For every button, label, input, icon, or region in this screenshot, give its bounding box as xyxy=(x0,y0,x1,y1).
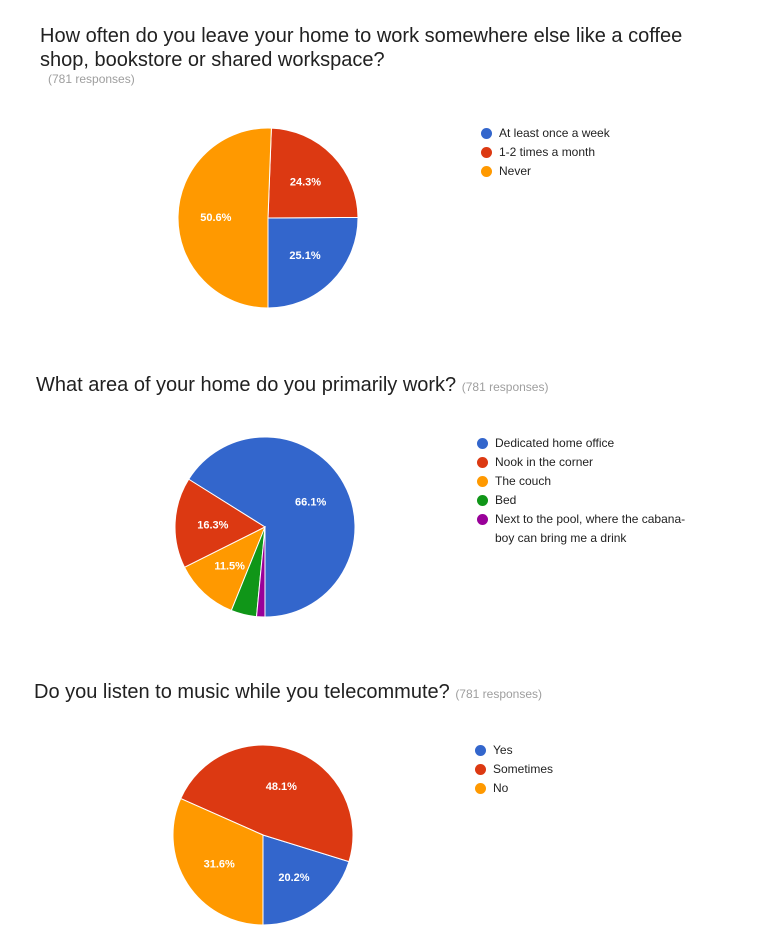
pie-slice-label: 50.6% xyxy=(200,212,231,224)
legend-dot-icon xyxy=(477,457,488,468)
legend-dot-icon xyxy=(477,438,488,449)
pie-slice-label: 31.6% xyxy=(204,858,235,870)
legend-label: At least once a week xyxy=(499,126,610,140)
pie-slice-1 xyxy=(267,216,359,309)
legend-dot-icon xyxy=(481,147,492,158)
legend-item: Next to the pool, where the cabana-boy c… xyxy=(477,510,695,548)
legend-label: No xyxy=(493,781,509,795)
legend-item: At least once a week xyxy=(481,124,699,143)
legend-dot-icon xyxy=(481,128,492,139)
legend-label: Yes xyxy=(493,743,513,757)
pie-slice-2 xyxy=(267,127,359,219)
pie-slice-2 xyxy=(174,478,267,569)
legend-label: Nook in the corner xyxy=(495,455,594,469)
pie-slice-label: 25.1% xyxy=(289,250,320,262)
legend-item: 1-2 times a month xyxy=(481,143,699,162)
legend-dot-icon xyxy=(475,745,486,756)
chart-3-responses: (781 responses) xyxy=(455,687,543,701)
pie-slice-label: 24.3% xyxy=(290,177,321,189)
chart-2-title: What area of your home do you primarily … xyxy=(36,374,457,396)
chart-2-responses: (781 responses) xyxy=(461,380,549,394)
legend-label: Dedicated home office xyxy=(495,436,615,450)
legend-label: The couch xyxy=(495,474,552,488)
pie-slice-2 xyxy=(180,744,354,863)
legend-dot-icon xyxy=(475,783,486,794)
pie-slice-label: 48.1% xyxy=(266,781,297,793)
legend-dot-icon xyxy=(477,476,488,487)
legend-item: Sometimes xyxy=(475,760,693,779)
chart-2-title-row: What area of your home do you primarily … xyxy=(36,373,736,399)
legend-dot-icon xyxy=(477,495,488,506)
chart-3-title-row: Do you listen to music while you telecom… xyxy=(34,680,734,706)
chart-2-legend: Dedicated home office Nook in the corner T… xyxy=(477,434,695,548)
legend-item: The couch xyxy=(477,472,695,491)
pie-slice-5 xyxy=(255,526,266,618)
legend-item: No xyxy=(475,779,693,798)
legend-dot-icon xyxy=(477,514,488,525)
pie-slice-label: 11.5% xyxy=(214,560,245,572)
pie-slice-label: 66.1% xyxy=(295,497,326,509)
legend-item: Never xyxy=(481,162,699,181)
legend-item: Dedicated home office xyxy=(477,434,695,453)
pie-slice-label: 16.3% xyxy=(197,520,228,532)
legend-label: 1-2 times a month xyxy=(499,145,596,159)
pie-slice-1 xyxy=(262,834,350,926)
pie-slice-3 xyxy=(183,525,266,612)
pie-slice-1 xyxy=(188,436,356,618)
legend-label: Never xyxy=(499,164,532,178)
pie-slice-3 xyxy=(172,797,264,926)
legend-item: Nook in the corner xyxy=(477,453,695,472)
legend-item: Bed xyxy=(477,491,695,510)
chart-1-legend: At least once a week 1-2 times a month Nev… xyxy=(481,124,699,181)
chart-3-legend: Yes Sometimes No xyxy=(475,741,693,798)
chart-3-title: Do you listen to music while you telecom… xyxy=(34,681,450,703)
pie-slice-label: 20.2% xyxy=(278,872,309,884)
legend-label: Next to the pool, where the cabana-boy c… xyxy=(495,512,686,545)
chart-1-responses: (781 responses) xyxy=(48,72,135,86)
pie-slice-3 xyxy=(177,127,272,309)
legend-dot-icon xyxy=(475,764,486,775)
chart-1-title: How often do you leave your home to work… xyxy=(40,25,683,71)
legend-label: Bed xyxy=(495,493,517,507)
legend-label: Sometimes xyxy=(493,762,554,776)
legend-dot-icon xyxy=(481,166,492,177)
legend-item: Yes xyxy=(475,741,693,760)
